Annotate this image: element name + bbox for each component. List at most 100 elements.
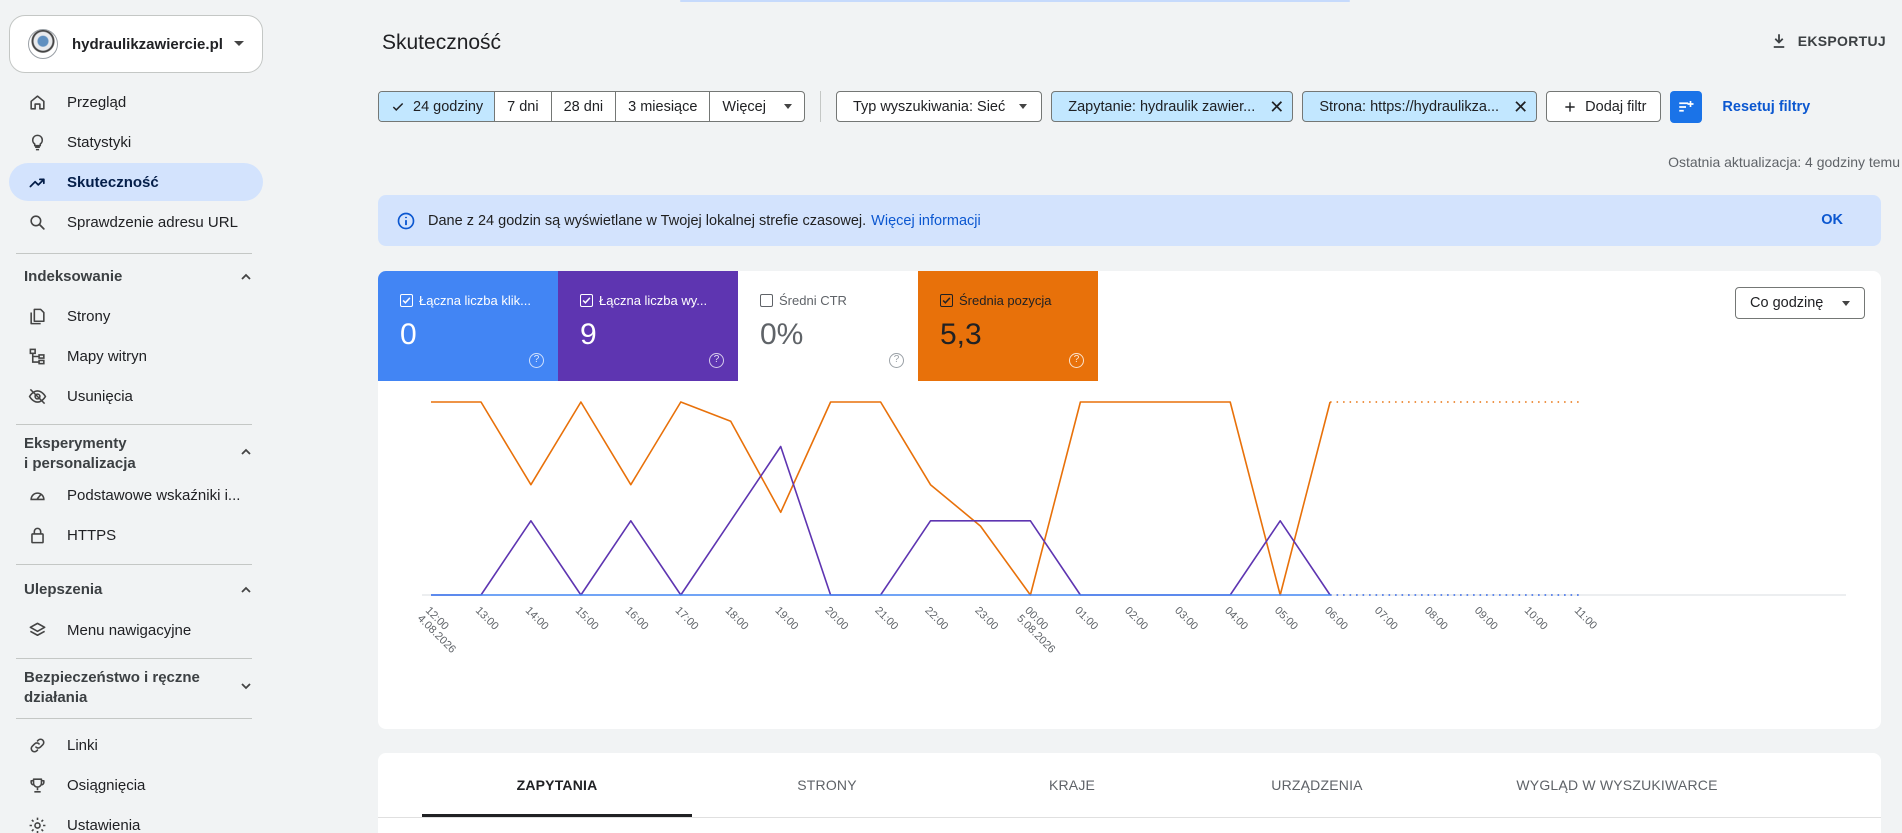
date-option-3m[interactable]: 3 miesiące xyxy=(616,92,711,121)
series-line-1 xyxy=(431,445,1331,596)
x-tick-label: 22:00 xyxy=(922,605,950,633)
last-update-text: Ostatnia aktualizacja: 4 godziny temu xyxy=(1668,154,1900,170)
sidebar-item-sitemaps[interactable]: Mapy witryn xyxy=(9,337,263,375)
metric-clicks[interactable]: Łączna liczba klik... 0 ? xyxy=(378,271,558,381)
main-content: Skuteczność EKSPORTUJ 24 godziny 7 dni 2… xyxy=(270,0,1902,833)
tab-search-appearance[interactable]: WYGLĄD W WYSZUKIWARCE xyxy=(1516,777,1718,793)
checkbox-unchecked-icon[interactable] xyxy=(760,294,773,307)
metric-ctr[interactable]: Średni CTR 0% ? xyxy=(738,271,918,381)
checkbox-checked-icon[interactable] xyxy=(580,294,593,307)
granularity-dropdown[interactable]: Co godzinę xyxy=(1735,287,1865,319)
ok-button[interactable]: OK xyxy=(1821,212,1843,228)
pages-icon xyxy=(27,306,47,326)
checkbox-checked-icon[interactable] xyxy=(940,294,953,307)
loading-bar xyxy=(680,0,1350,2)
line-chart: 12:004.08.2026 13:00 14:00 15:00 16:00 17:00 1… xyxy=(415,401,1846,656)
metric-position[interactable]: Średnia pozycja 5,3 ? xyxy=(918,271,1098,381)
info-icon xyxy=(397,212,415,229)
sidebar-item-label: Ustawienia xyxy=(67,816,141,833)
x-tick-label: 10:00 xyxy=(1522,605,1550,633)
reset-filters-link[interactable]: Resetuj filtry xyxy=(1722,98,1811,115)
metric-label: Łączna liczba wy... xyxy=(599,293,708,308)
query-filter-chip[interactable]: Zapytanie: hydraulik zawier... ✕ xyxy=(1051,91,1294,122)
sidebar-item-label: HTTPS xyxy=(67,526,117,544)
date-option-28d[interactable]: 28 dni xyxy=(552,92,617,121)
divider xyxy=(819,91,821,122)
section-security[interactable]: Bezpieczeństwo i ręczne działania xyxy=(24,668,254,708)
export-button[interactable]: EKSPORTUJ xyxy=(1770,32,1886,50)
tab-countries[interactable]: KRAJE xyxy=(1048,777,1096,793)
sidebar-item-label: Linki xyxy=(67,736,98,754)
sidebar-item-removals[interactable]: Usunięcia xyxy=(9,377,263,415)
search-type-filter[interactable]: Typ wyszukiwania: Sieć xyxy=(835,91,1043,122)
metric-value: 0% xyxy=(760,318,804,351)
sidebar-item-insights[interactable]: Statystyki xyxy=(9,123,263,161)
x-tick-label: 17:00 xyxy=(673,605,701,633)
x-tick-label: 16:00 xyxy=(623,605,651,633)
help-icon[interactable]: ? xyxy=(529,353,544,368)
sidebar-item-url-inspection[interactable]: Sprawdzenie adresu URL xyxy=(9,203,263,241)
export-label: EKSPORTUJ xyxy=(1797,33,1886,49)
close-icon[interactable]: ✕ xyxy=(1513,96,1529,117)
metric-value: 5,3 xyxy=(940,318,982,351)
close-icon[interactable]: ✕ xyxy=(1269,96,1285,117)
divider xyxy=(16,718,252,719)
x-tick-label: 05:00 xyxy=(1272,605,1300,633)
sidebar-item-label: Skuteczność xyxy=(67,173,159,191)
section-enhancements[interactable]: Ulepszenia xyxy=(24,580,254,600)
date-option-label: 24 godziny xyxy=(413,98,484,115)
help-icon[interactable]: ? xyxy=(709,353,724,368)
filter-list-icon xyxy=(1679,100,1694,112)
help-icon[interactable]: ? xyxy=(889,353,904,368)
sidebar-item-label: Sprawdzenie adresu URL xyxy=(67,213,238,231)
sidebar-item-core-web-vitals[interactable]: Podstawowe wskaźniki i... xyxy=(9,476,263,514)
lock-icon xyxy=(27,525,47,545)
checkbox-checked-icon[interactable] xyxy=(400,294,413,307)
sidebar-item-pages[interactable]: Strony xyxy=(9,297,263,335)
divider xyxy=(16,253,252,254)
section-indexing[interactable]: Indeksowanie xyxy=(24,267,254,287)
section-label: Ulepszenia xyxy=(24,581,103,598)
more-info-link[interactable]: Więcej informacji xyxy=(871,212,981,229)
dimension-tabs: ZAPYTANIA STRONY KRAJE URZĄDZENIA WYGLĄD… xyxy=(378,753,1881,833)
metric-value: 9 xyxy=(580,318,597,351)
sidebar-item-label: Strony xyxy=(67,307,111,325)
x-tick-label: 21:00 xyxy=(872,605,900,633)
filter-settings-button[interactable] xyxy=(1670,90,1703,123)
x-tick-label: 15:00 xyxy=(573,605,601,633)
tab-devices[interactable]: URZĄDZENIA xyxy=(1271,777,1363,793)
sidebar-item-settings[interactable]: Ustawienia xyxy=(9,806,263,833)
sidebar-item-breadcrumbs[interactable]: Menu nawigacyjne xyxy=(9,611,263,649)
date-range-selector: 24 godziny 7 dni 28 dni 3 miesiące Więce… xyxy=(378,91,805,122)
page-filter-chip[interactable]: Strona: https://hydraulikza... ✕ xyxy=(1302,91,1538,122)
tab-pages[interactable]: STRONY xyxy=(797,777,857,793)
date-option-label: Więcej xyxy=(722,98,766,115)
series-line-2 xyxy=(431,401,1331,596)
date-option-more[interactable]: Więcej xyxy=(710,92,804,121)
date-option-24h[interactable]: 24 godziny xyxy=(379,92,496,121)
x-tick-label: 13:00 xyxy=(473,605,501,633)
metric-impressions[interactable]: Łączna liczba wy... 9 ? xyxy=(558,271,738,381)
plus-icon xyxy=(1565,101,1575,112)
sidebar-item-achievements[interactable]: Osiągnięcia xyxy=(9,766,263,804)
sidebar-item-performance[interactable]: Skuteczność xyxy=(9,163,263,201)
help-icon[interactable]: ? xyxy=(1069,353,1084,368)
check-icon xyxy=(392,102,404,111)
tab-queries[interactable]: ZAPYTANIA xyxy=(516,777,598,793)
date-option-7d[interactable]: 7 dni xyxy=(495,92,552,121)
x-tick-label: 03:00 xyxy=(1172,605,1200,633)
active-tab-indicator xyxy=(422,814,692,817)
section-experiments[interactable]: Eksperymenty i personalizacja xyxy=(24,434,254,474)
sidebar-item-links[interactable]: Linki xyxy=(9,726,263,764)
metric-label: Średni CTR xyxy=(779,293,847,308)
sidebar-item-overview[interactable]: Przegląd xyxy=(9,83,263,121)
eye-off-icon xyxy=(27,386,47,406)
metric-label: Średnia pozycja xyxy=(959,293,1052,308)
property-selector[interactable]: hydraulikzawiercie.pl xyxy=(9,15,263,73)
x-tick-label: 07:00 xyxy=(1372,605,1400,633)
chevron-up-icon xyxy=(241,448,251,455)
sidebar-item-https[interactable]: HTTPS xyxy=(9,516,263,554)
x-tick-label: 08:00 xyxy=(1422,605,1450,633)
granularity-label: Co godzinę xyxy=(1750,295,1824,311)
add-filter-button[interactable]: Dodaj filtr xyxy=(1546,91,1662,122)
